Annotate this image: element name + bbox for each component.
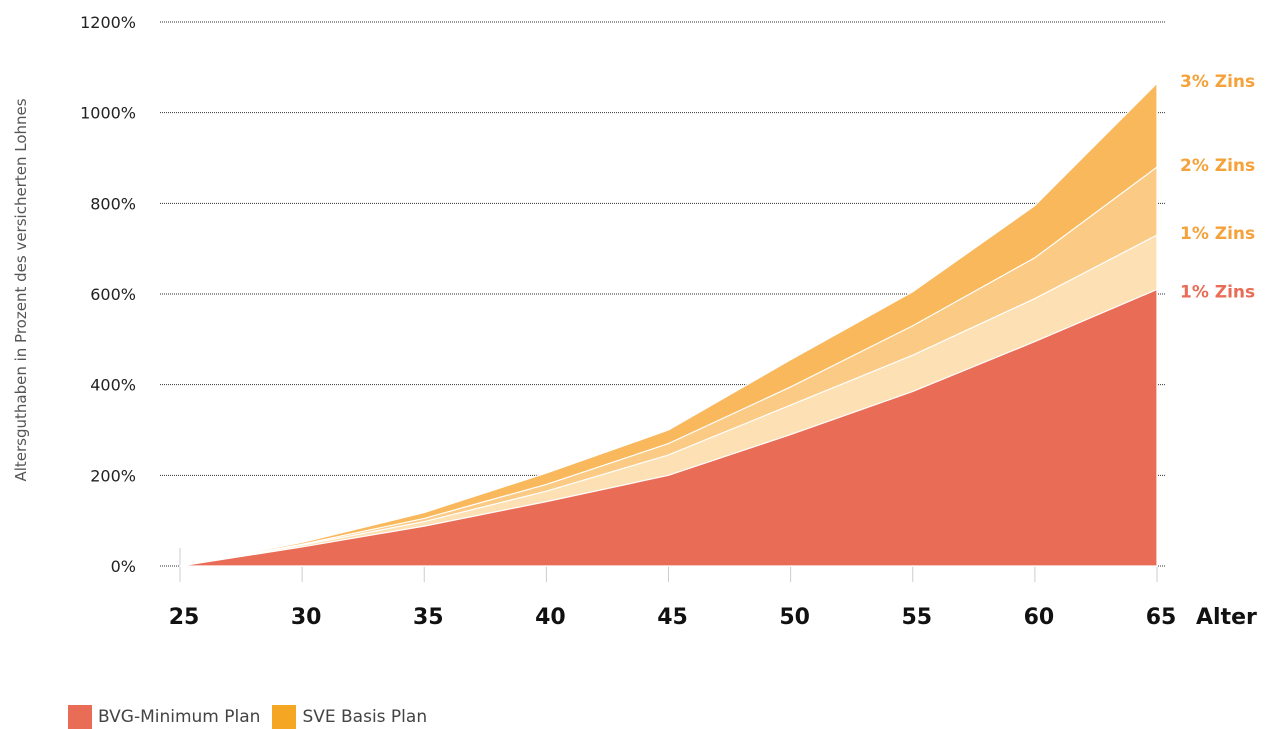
x-tick-label: 65: [1146, 605, 1177, 630]
x-axis-label: Alter: [1196, 605, 1257, 630]
y-tick-label: 800%: [90, 194, 136, 213]
legend-swatch-bvg: [68, 705, 92, 729]
area-series: [179, 81, 1158, 567]
legend-item-sve: SVE Basis Plan: [272, 705, 427, 729]
series-label: 2% Zins: [1180, 156, 1255, 176]
y-axis-label: Altersguthaben in Prozent des versichert…: [12, 98, 30, 481]
x-tick-label: 30: [291, 605, 322, 630]
y-tick-label: 400%: [90, 376, 136, 395]
y-tick-label: 1200%: [80, 13, 136, 32]
x-tick-label: 45: [657, 605, 688, 630]
legend-label-sve: SVE Basis Plan: [302, 707, 428, 727]
legend-swatch-sve: [272, 705, 297, 729]
legend-label-bvg: BVG-Minimum Plan: [98, 707, 261, 727]
y-tick-label: 600%: [90, 285, 136, 304]
y-tick-label: 0%: [111, 557, 136, 576]
series-label: 3% Zins: [1180, 72, 1255, 92]
series-label: 1% Zins: [1180, 224, 1255, 244]
y-tick-label: 200%: [90, 466, 136, 485]
legend-item-bvg: BVG-Minimum Plan: [68, 705, 260, 729]
axis-ticks: 0% 200% 400% 600% 800% 1000% 1200% 25 30 35 40 45 50…: [80, 13, 1176, 630]
area-series-shape: [179, 288, 1158, 567]
x-tick-label: 25: [169, 605, 200, 630]
x-tick-label: 40: [535, 605, 566, 630]
legend: BVG-Minimum Plan SVE Basis Plan: [68, 705, 439, 729]
x-tick-label: 50: [779, 605, 810, 630]
x-tick-label: 35: [413, 605, 444, 630]
series-label: 1% Zins: [1180, 282, 1255, 302]
x-tick-label: 60: [1024, 605, 1055, 630]
x-tick-label: 55: [901, 605, 932, 630]
series-labels: 3% Zins 2% Zins 1% Zins 1% Zins: [1180, 72, 1255, 302]
y-tick-label: 1000%: [80, 104, 136, 123]
